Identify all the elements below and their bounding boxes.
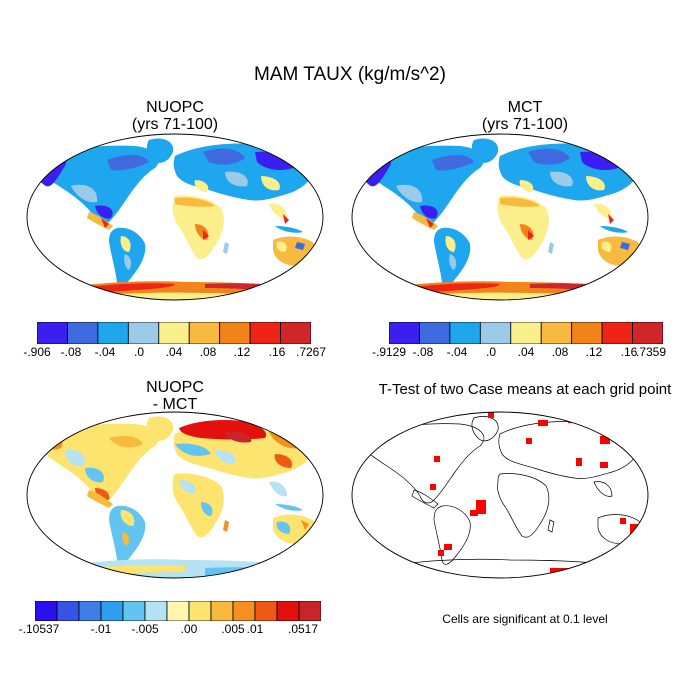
- colorbar-box: [188, 322, 221, 344]
- colorbar-label: .16: [620, 345, 638, 359]
- colorbar-label: .08: [199, 345, 217, 359]
- panel-title-line1: NUOPC: [146, 379, 204, 396]
- colorbar-label: -.08: [60, 345, 82, 359]
- colorbar-label: -.04: [94, 345, 116, 359]
- colorbar-boxes: [37, 322, 311, 344]
- colorbar-box: [67, 322, 99, 344]
- colorbar-label: .005: [221, 622, 245, 636]
- colorbar-label: -.005: [131, 622, 159, 636]
- colorbar-label: .04: [165, 345, 183, 359]
- map-field: [32, 138, 317, 300]
- main-title: MAM TAUX (kg/m/s^2): [254, 64, 446, 85]
- colorbar-box: [280, 322, 311, 344]
- colorbar-label: -.08: [412, 345, 434, 359]
- map-mct: [351, 133, 649, 301]
- map-nuopc: [26, 133, 324, 301]
- colorbar-box: [100, 601, 124, 621]
- significance-note: Cells are significant at 0.1 level: [442, 612, 608, 626]
- colorbar-box: [127, 322, 160, 344]
- colorbar-box: [232, 601, 256, 621]
- panel-title-line1: NUOPC: [146, 99, 204, 116]
- colorbar-box: [632, 322, 663, 344]
- colorbar-box: [37, 322, 68, 344]
- panel-title-line1: T-Test of two Case means at each grid po…: [378, 381, 672, 398]
- panel-title-mct: MCT (yrs 71-100): [400, 99, 650, 133]
- colorbar-box: [249, 322, 281, 344]
- panel-title-difference: NUOPC - MCT: [50, 379, 300, 413]
- map-boundary: [351, 133, 649, 301]
- colorbar-boxes: [389, 322, 663, 344]
- colorbar-difference: [35, 601, 321, 621]
- colorbar-mct-labels: -.9129 -.08 -.04 .0 .04 .08 .12 .16 .735…: [372, 345, 667, 361]
- colorbar-box: [571, 322, 603, 344]
- colorbar-difference-labels: -.10537 -.01 -.005 .00 .005 .01 .0517: [19, 622, 325, 638]
- colorbar-box: [35, 601, 58, 621]
- colorbar-box: [601, 322, 633, 344]
- colorbar-label: .0517: [287, 622, 319, 636]
- colorbar-box: [56, 601, 80, 621]
- panel-title-line2: - MCT: [152, 396, 198, 413]
- colorbar-box: [276, 601, 300, 621]
- colorbar-label: .7359: [635, 345, 667, 359]
- colorbar-label: .12: [233, 345, 251, 359]
- colorbar-label: .7267: [295, 345, 327, 359]
- colorbar-label: .00: [180, 622, 198, 636]
- colorbar-label: .01: [246, 622, 264, 636]
- panel-title-line2: (yrs 71-100): [131, 116, 219, 133]
- colorbar-label: .16: [268, 345, 286, 359]
- colorbar-label: .0: [133, 345, 145, 359]
- colorbar-box: [389, 322, 420, 344]
- colorbar-label: -.04: [446, 345, 468, 359]
- colorbar-nuopc-labels: -.906 -.08 -.04 .0 .04 .08 .12 .16 .7267: [23, 345, 326, 361]
- colorbar-box: [144, 601, 168, 621]
- panel-title-ttest: T-Test of two Case means at each grid po…: [350, 381, 700, 398]
- colorbar-box: [419, 322, 451, 344]
- panel-title-line2: (yrs 71-100): [481, 116, 569, 133]
- colorbar-box: [254, 601, 278, 621]
- map-boundary: [26, 133, 324, 301]
- colorbar-box: [510, 322, 542, 344]
- map-boundary: [26, 411, 324, 579]
- colorbar-box: [449, 322, 481, 344]
- colorbar-label: .0: [485, 345, 497, 359]
- colorbar-mct: [389, 322, 663, 344]
- map-coastlines: [357, 416, 643, 571]
- colorbar-label: -.01: [90, 622, 112, 636]
- map-boundary: [351, 411, 649, 579]
- colorbar-box: [479, 322, 512, 344]
- colorbar-box: [158, 322, 190, 344]
- panel-title-line1: MCT: [507, 99, 543, 116]
- colorbar-label: -.10537: [18, 622, 60, 636]
- map-field: [33, 416, 317, 578]
- colorbar-box: [122, 601, 146, 621]
- map-ttest: [351, 411, 649, 579]
- colorbar-label: .04: [517, 345, 535, 359]
- colorbar-label: .12: [585, 345, 603, 359]
- colorbar-label: -.9129: [371, 345, 407, 359]
- colorbar-box: [540, 322, 573, 344]
- colorbar-box: [210, 601, 234, 621]
- colorbar-label: -.906: [23, 345, 51, 359]
- colorbar-box: [219, 322, 251, 344]
- map-difference: [26, 411, 324, 579]
- colorbar-box: [166, 601, 190, 621]
- map-field: [357, 138, 642, 300]
- colorbar-box: [97, 322, 129, 344]
- colorbar-box: [188, 601, 212, 621]
- colorbar-box: [78, 601, 102, 621]
- colorbar-boxes: [35, 601, 321, 621]
- colorbar-label: .08: [551, 345, 569, 359]
- panel-title-nuopc: NUOPC (yrs 71-100): [50, 99, 300, 133]
- colorbar-nuopc: [37, 322, 311, 344]
- colorbar-box: [298, 601, 321, 621]
